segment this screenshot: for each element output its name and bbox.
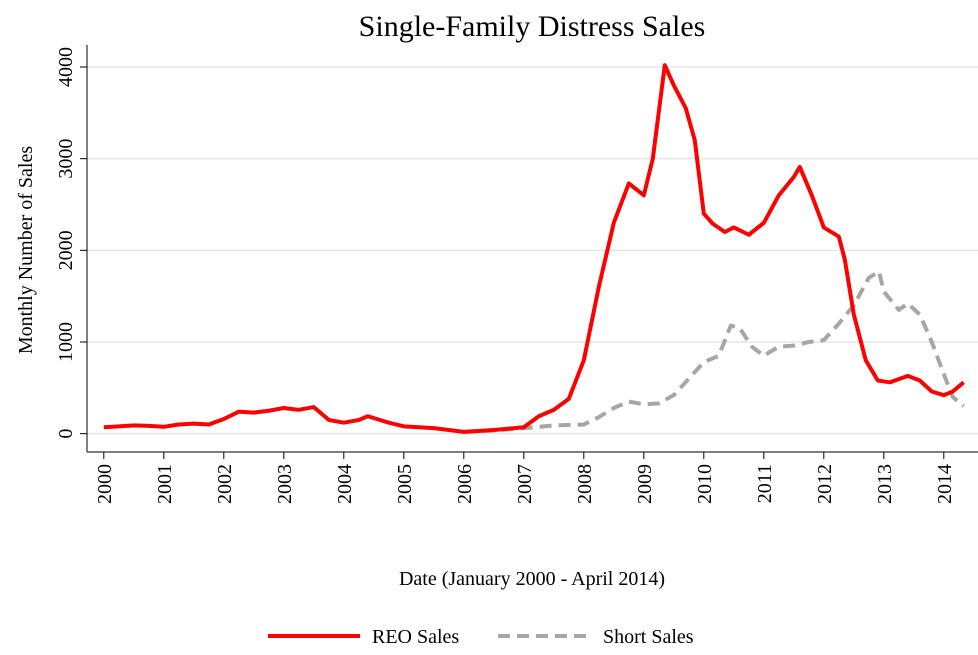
x-tick-label: 2012 xyxy=(814,464,836,504)
x-tick-label: 2001 xyxy=(154,464,176,504)
series-line xyxy=(463,269,965,434)
x-tick-label: 2003 xyxy=(274,464,296,504)
legend-label: REO Sales xyxy=(372,626,459,648)
y-tick-label: 4000 xyxy=(55,47,77,87)
x-tick-label: 2007 xyxy=(514,464,536,504)
x-axis-label: Date (January 2000 - April 2014) xyxy=(399,568,665,590)
x-tick-label: 2014 xyxy=(934,464,956,504)
y-tick-label: 1000 xyxy=(55,322,77,362)
y-tick-label: 3000 xyxy=(55,139,77,179)
x-tick-label: 2005 xyxy=(394,464,416,504)
x-tick-label: 2009 xyxy=(634,464,656,504)
chart-title: Single-Family Distress Sales xyxy=(359,10,706,43)
x-tick-label: 2010 xyxy=(694,464,716,504)
x-tick-label: 2002 xyxy=(214,464,236,504)
x-tick-label: 2000 xyxy=(94,464,116,504)
x-tick-label: 2011 xyxy=(754,464,776,503)
x-tick-label: 2008 xyxy=(574,464,596,504)
series-line xyxy=(103,63,965,434)
x-tick-label: 2006 xyxy=(454,464,476,504)
x-tick-label: 2004 xyxy=(334,464,356,504)
y-tick-label: 2000 xyxy=(55,230,77,270)
y-tick-label: 0 xyxy=(55,429,77,439)
legend-label: Short Sales xyxy=(603,626,694,648)
x-tick-label: 2013 xyxy=(874,464,896,504)
y-axis-label: Monthly Number of Sales xyxy=(15,146,37,355)
